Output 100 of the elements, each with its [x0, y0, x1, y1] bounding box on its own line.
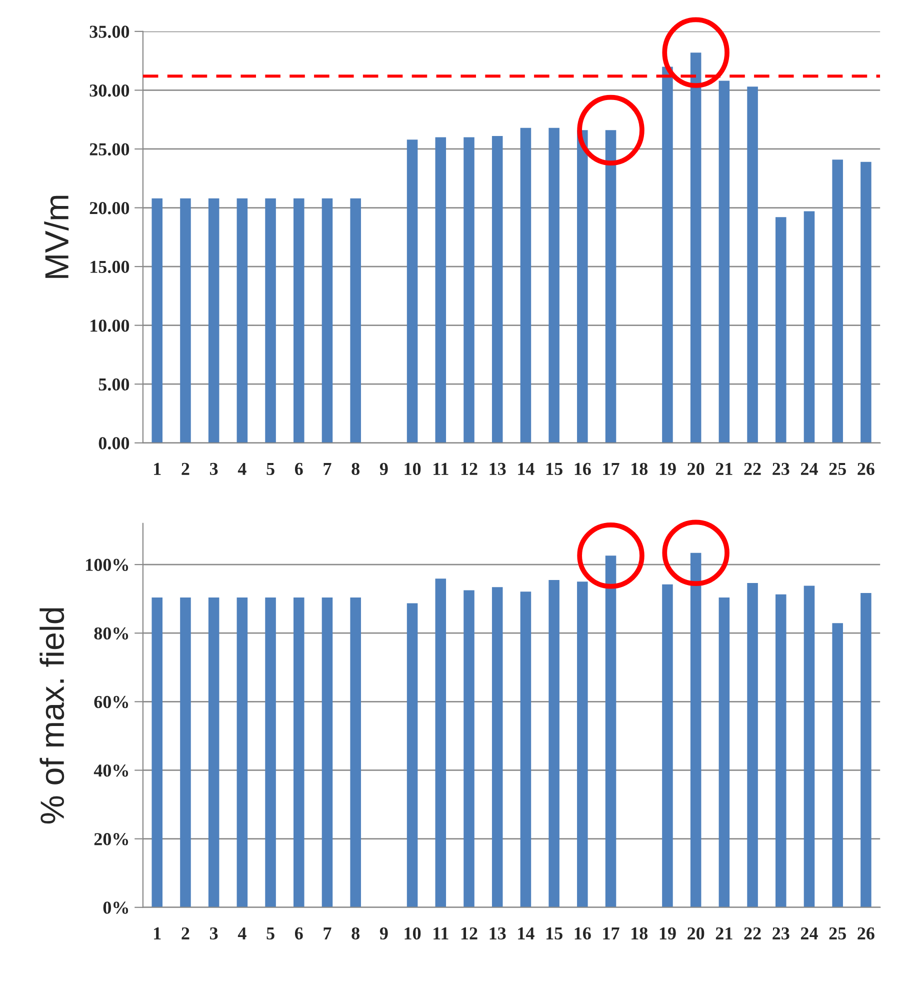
x-tick-label: 26	[858, 462, 874, 476]
y-tick-label: 100%	[86, 558, 128, 572]
x-tick-label: 25	[829, 462, 846, 476]
x-tick-label: 3	[210, 927, 218, 940]
x-tick-label: 24	[800, 462, 818, 475]
x-tick-label: 8	[352, 462, 360, 476]
x-tick-label: 14	[518, 462, 534, 475]
bar	[265, 198, 276, 443]
x-tick-label: 13	[490, 927, 506, 940]
bar	[804, 211, 815, 443]
y-tick-label: 15.00	[90, 260, 130, 274]
bar	[180, 597, 191, 908]
bar	[860, 162, 872, 443]
bar	[464, 590, 474, 908]
x-tick-label: 22	[744, 462, 761, 475]
bar	[832, 160, 843, 443]
y-tick-label: 60%	[94, 696, 128, 708]
y-tick-label: 80%	[94, 627, 128, 640]
x-tick-label: 26	[858, 927, 874, 940]
bar	[464, 137, 474, 443]
bar	[605, 130, 616, 443]
bar	[776, 217, 786, 443]
bar	[435, 578, 446, 908]
bar	[293, 597, 304, 908]
y-tick-label: 0%	[103, 902, 128, 914]
x-tick-label: 18	[632, 462, 648, 476]
x-tick-label: 21	[716, 927, 732, 940]
bar	[322, 597, 333, 908]
x-tick-label: 18	[632, 927, 648, 940]
x-tick-label: 1	[154, 927, 161, 940]
x-tick-label: 23	[772, 462, 790, 476]
bar	[548, 128, 560, 443]
y-tick-label: 20%	[94, 833, 128, 846]
x-tick-label: 11	[434, 927, 448, 940]
bar	[776, 594, 786, 908]
y-tick-label: 0.00	[98, 437, 130, 450]
bar	[350, 198, 361, 443]
x-tick-label: 19	[660, 462, 676, 476]
x-tick-label: 6	[294, 927, 303, 940]
x-tick-label: 12	[461, 927, 478, 940]
bar	[236, 198, 248, 443]
x-tick-label: 2	[182, 462, 190, 475]
x-tick-label: 15	[546, 927, 562, 940]
bar	[520, 128, 532, 443]
x-tick-label: 24	[800, 927, 818, 940]
x-tick-label: 3	[210, 462, 218, 476]
bar	[322, 198, 333, 443]
y-tick-label: 5.00	[98, 378, 130, 391]
y-tick-label: 35.00	[90, 26, 130, 38]
bar	[747, 86, 758, 443]
y-axis-title: MV/m	[44, 196, 69, 278]
x-tick-label: 7	[324, 928, 332, 940]
bar	[662, 66, 673, 443]
bar	[406, 603, 418, 908]
bar	[265, 597, 276, 908]
bar	[152, 597, 163, 908]
x-tick-label: 14	[518, 927, 534, 940]
x-tick-label: 20	[688, 462, 704, 476]
bar	[180, 198, 191, 443]
x-tick-label: 5	[266, 928, 274, 940]
x-tick-label: 2	[182, 927, 190, 940]
x-tick-label: 25	[829, 927, 846, 940]
x-tick-label: 17	[603, 927, 620, 940]
x-tick-label: 19	[660, 927, 676, 940]
x-tick-label: 10	[404, 462, 421, 476]
y-axis-title: % of max. field	[40, 608, 64, 824]
y-tick-label: 10.00	[90, 320, 130, 332]
x-tick-label: 8	[352, 927, 360, 940]
bar	[236, 597, 248, 908]
bar	[718, 80, 730, 443]
bar	[520, 592, 532, 908]
x-tick-label: 4	[238, 927, 246, 940]
x-tick-label: 6	[294, 462, 303, 476]
x-tick-label: 20	[688, 927, 704, 940]
bar	[548, 580, 560, 908]
bar	[690, 52, 702, 443]
x-tick-label: 16	[574, 462, 591, 476]
bar	[832, 623, 843, 908]
x-tick-label: 11	[434, 462, 448, 475]
bar	[577, 582, 588, 908]
bar	[208, 597, 220, 908]
bar	[152, 198, 163, 443]
bar	[577, 130, 588, 443]
x-tick-label: 7	[324, 463, 332, 475]
x-tick-label: 12	[461, 462, 478, 475]
x-tick-label: 23	[772, 927, 790, 940]
y-tick-label: 25.00	[90, 143, 130, 156]
y-tick-label: 40%	[94, 764, 128, 777]
bar	[804, 586, 815, 908]
x-tick-label: 13	[490, 462, 506, 476]
x-tick-label: 21	[716, 462, 732, 475]
x-tick-label: 22	[744, 927, 761, 940]
bar	[406, 140, 418, 443]
x-tick-label: 15	[546, 462, 562, 476]
x-tick-label: 16	[574, 927, 591, 940]
x-tick-label: 10	[404, 927, 421, 940]
x-tick-label: 1	[154, 462, 161, 475]
bar	[293, 198, 304, 443]
y-tick-label: 20.00	[90, 202, 130, 214]
x-tick-label: 9	[380, 927, 388, 940]
